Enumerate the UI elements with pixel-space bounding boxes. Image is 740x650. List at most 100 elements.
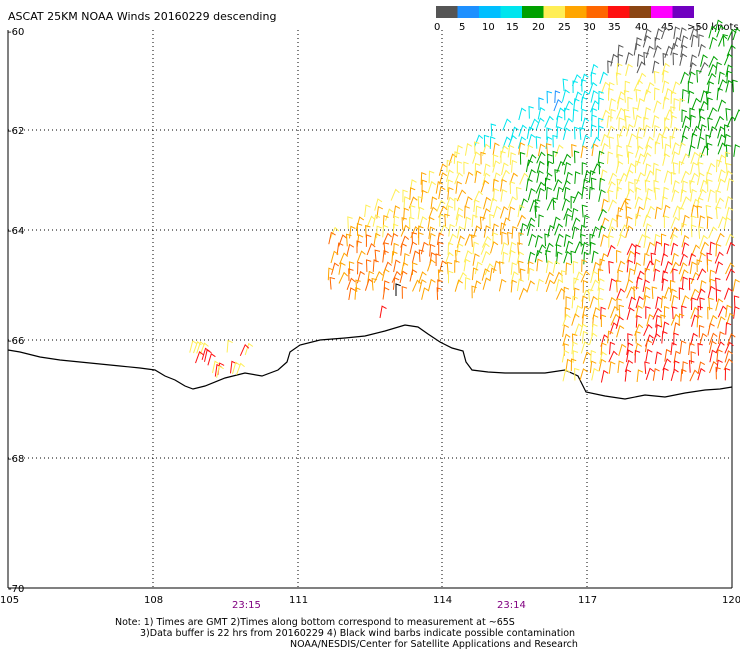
wind-barb xyxy=(527,188,536,201)
wind-barb xyxy=(562,127,571,141)
wind-barb xyxy=(708,55,718,68)
wind-barb xyxy=(385,208,394,221)
wind-barb xyxy=(349,225,356,239)
wind-barb xyxy=(592,314,599,328)
wind-barb xyxy=(716,25,726,38)
wind-barb xyxy=(581,79,587,92)
wind-barb xyxy=(696,288,706,301)
wind-barb xyxy=(687,90,695,104)
wind-barb xyxy=(661,196,668,209)
wind-barb xyxy=(420,171,427,185)
wind-barb xyxy=(463,250,473,263)
wind-barb xyxy=(632,107,639,120)
wind-barb xyxy=(733,295,740,309)
wind-barb xyxy=(670,261,680,274)
wind-barb xyxy=(561,349,570,363)
wind-barb xyxy=(673,26,681,39)
wind-barb xyxy=(536,278,544,292)
wind-barb xyxy=(679,253,688,266)
wind-barb xyxy=(561,89,570,102)
wind-barb xyxy=(615,160,624,174)
wind-barb xyxy=(382,224,389,238)
wind-barb xyxy=(236,362,245,375)
wind-barb xyxy=(652,60,660,74)
wind-barb xyxy=(392,223,399,237)
wind-barb xyxy=(365,259,372,272)
wind-barb xyxy=(714,115,725,128)
wind-barb xyxy=(473,225,482,238)
wind-barb xyxy=(600,314,607,328)
wind-barb xyxy=(511,225,518,239)
wind-barb xyxy=(655,28,663,41)
wind-barb xyxy=(372,214,381,227)
wind-barb xyxy=(464,143,473,156)
wind-barb xyxy=(699,61,709,74)
wind-barb xyxy=(564,107,570,121)
wind-barb xyxy=(536,244,547,257)
wind-barb xyxy=(545,186,552,200)
wind-barb xyxy=(545,250,551,263)
wind-barb xyxy=(714,19,723,33)
wind-barb xyxy=(481,268,490,281)
wind-barb xyxy=(400,243,407,256)
wind-barb xyxy=(481,235,492,248)
wind-barb xyxy=(538,214,544,228)
legend-swatch xyxy=(672,6,694,18)
lat-label-66: -66 xyxy=(8,336,24,347)
wind-barb xyxy=(519,198,529,211)
wind-barb xyxy=(491,223,499,237)
wind-barb xyxy=(717,316,726,329)
wind-barb xyxy=(429,252,437,265)
wind-barb xyxy=(500,150,506,164)
wind-barb xyxy=(509,241,517,255)
wind-barb xyxy=(339,252,349,265)
wind-barb xyxy=(520,223,528,236)
wind-barb xyxy=(618,304,625,318)
wind-barb xyxy=(626,307,635,320)
wind-barb xyxy=(689,107,695,121)
wind-barb xyxy=(600,142,609,156)
wind-barb xyxy=(587,288,594,302)
wind-barb xyxy=(642,279,650,293)
wind-barb xyxy=(609,305,619,319)
wind-barb xyxy=(697,115,706,129)
wind-barb xyxy=(616,144,623,158)
wind-barb xyxy=(678,262,688,275)
wind-barb xyxy=(628,181,634,195)
wind-barb xyxy=(436,232,444,245)
wind-barb xyxy=(724,367,731,381)
wind-barb xyxy=(624,368,632,382)
wind-barb xyxy=(732,27,740,41)
wind-barb xyxy=(607,226,617,239)
wind-barb xyxy=(725,206,734,220)
wind-barb xyxy=(601,109,610,122)
wind-barb xyxy=(707,189,716,202)
wind-barb xyxy=(690,204,699,218)
wind-barb xyxy=(538,97,544,111)
wind-barb xyxy=(583,214,590,228)
wind-barb xyxy=(348,268,354,281)
wind-barb xyxy=(682,214,690,228)
wind-barb xyxy=(707,117,713,131)
wind-barb xyxy=(599,177,606,191)
wind-barb xyxy=(635,330,641,344)
wind-barb xyxy=(572,108,579,122)
wind-barb xyxy=(536,258,543,272)
wind-barb xyxy=(697,152,705,165)
wind-barb xyxy=(371,277,378,291)
wind-barb xyxy=(707,107,718,120)
wind-barb xyxy=(706,259,713,272)
wind-barb xyxy=(402,189,408,203)
wind-barb xyxy=(212,360,220,374)
wind-barb xyxy=(489,197,498,211)
wind-barb xyxy=(645,306,651,319)
wind-barb xyxy=(634,349,641,363)
wind-barb xyxy=(392,242,399,256)
wind-barb xyxy=(581,117,590,130)
wind-barb xyxy=(616,134,623,147)
wind-barb xyxy=(583,170,592,184)
wind-barb xyxy=(547,153,553,167)
wind-barb xyxy=(492,205,502,219)
wind-barb xyxy=(646,241,655,255)
wind-barbs xyxy=(189,19,740,383)
